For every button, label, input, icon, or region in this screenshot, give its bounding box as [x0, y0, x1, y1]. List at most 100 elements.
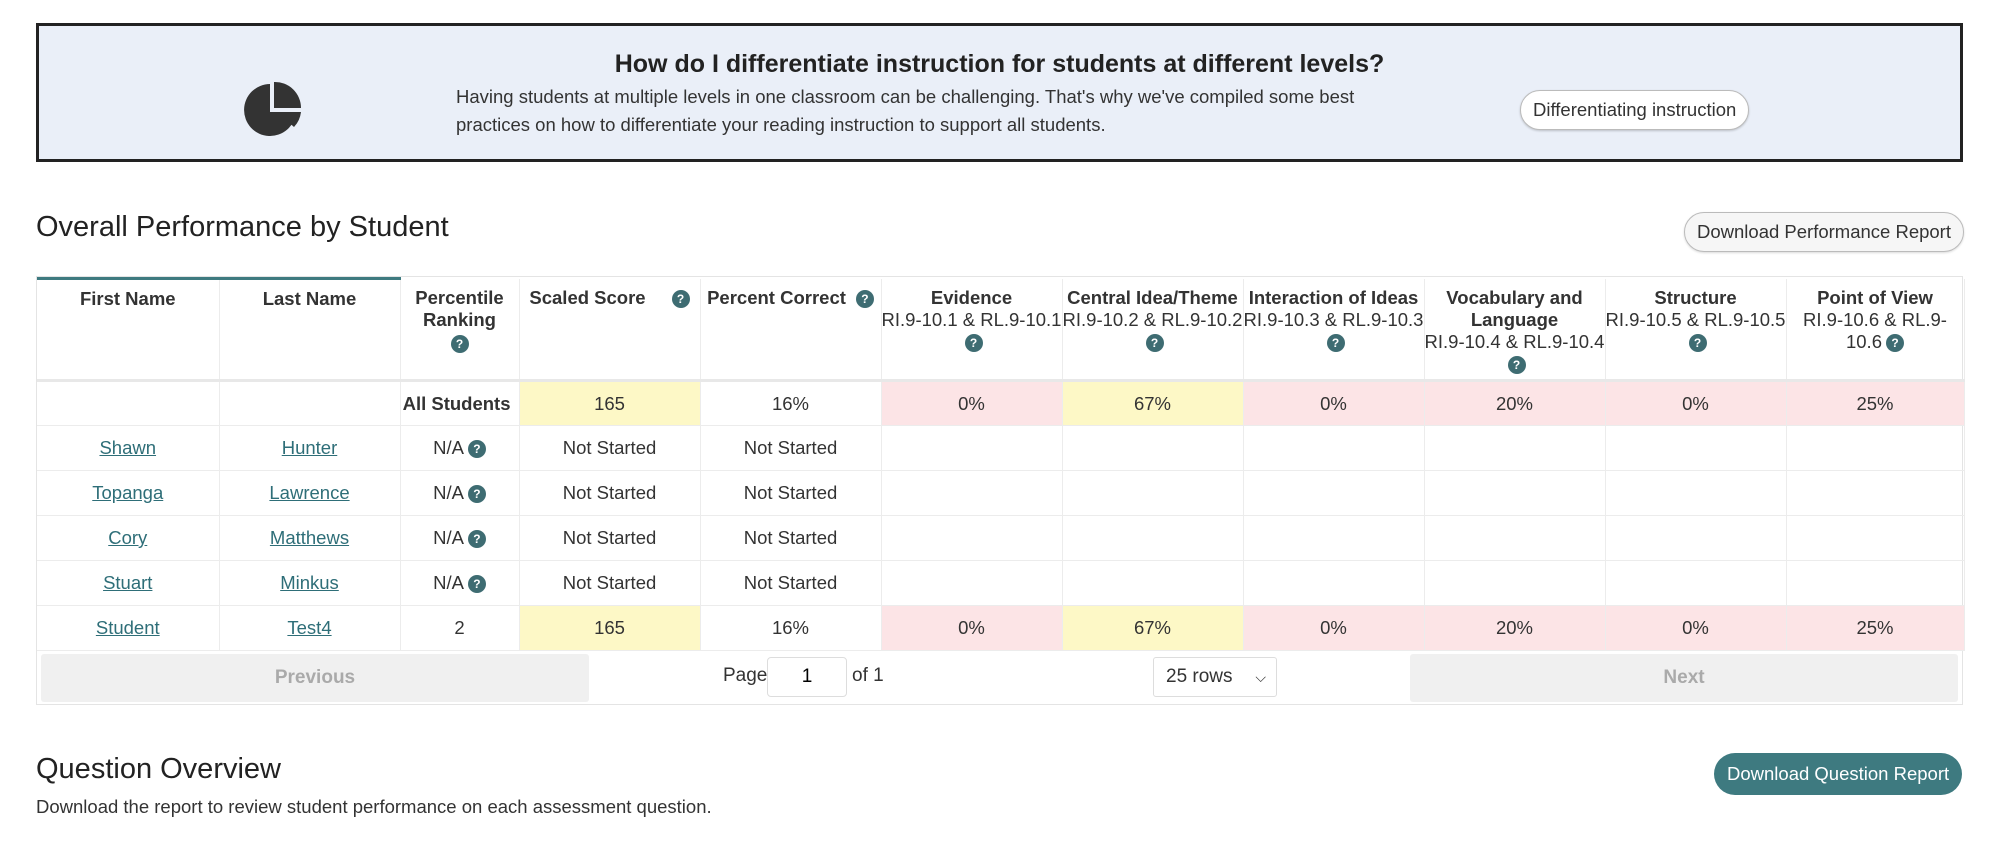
cell [1424, 470, 1606, 516]
page-number-input[interactable] [767, 657, 847, 697]
help-icon[interactable]: ? [467, 530, 486, 549]
table-row: Student Test4 2 165 16% 0% 67% 0% 20% 0%… [37, 605, 1965, 651]
column-header-percentile-ranking[interactable]: Percentile Ranking? [400, 278, 520, 382]
table-row: Cory Matthews N/A? Not Started Not Start… [37, 515, 1965, 561]
help-icon[interactable]: ? [1886, 333, 1904, 352]
cell [1243, 425, 1425, 471]
all-students-row: All Students 165 16% 0% 67% 0% 20% 0% 25… [37, 380, 1965, 426]
performance-table: First Name Last Name Percentile Ranking?… [36, 276, 1965, 705]
student-first-name-link[interactable]: Topanga [92, 482, 164, 503]
column-header-first-name[interactable]: First Name [37, 277, 220, 382]
cell: Not Started [519, 560, 701, 606]
student-first-name-link[interactable]: Cory [108, 527, 148, 548]
percentile-value: N/A [433, 482, 464, 503]
banner-text: Having students at multiple levels in on… [456, 86, 1355, 135]
pagination: Previous Page of 1 25 rows ⌵ Next [37, 651, 1962, 705]
student-first-name-link[interactable]: Student [95, 617, 160, 638]
help-icon[interactable]: ? [1688, 333, 1707, 352]
cell: 0% [1605, 380, 1787, 426]
column-header-central-idea[interactable]: Central Idea/Theme RI.9-10.2 & RL.9-10.2? [1062, 278, 1244, 382]
help-icon[interactable]: ? [467, 440, 486, 459]
help-icon[interactable]: ? [467, 485, 486, 504]
cell: 0% [1243, 380, 1425, 426]
cell [1786, 425, 1965, 471]
cell: 67% [1062, 605, 1244, 651]
student-last-name-link[interactable]: Minkus [280, 572, 339, 593]
column-header-scaled-score[interactable]: Scaled Score? [519, 278, 701, 382]
next-button[interactable]: Next [1410, 654, 1958, 702]
page-count-label: of 1 [852, 665, 884, 686]
help-icon[interactable]: ? [1507, 355, 1526, 374]
download-performance-report-button[interactable]: Download Performance Report [1684, 212, 1964, 252]
cell: 25% [1786, 605, 1965, 651]
pie-chart-icon [244, 81, 301, 136]
column-header-interaction-of-ideas[interactable]: Interaction of Ideas RI.9-10.3 & RL.9-10.… [1243, 278, 1425, 382]
question-overview-description: Download the report to review student pe… [36, 796, 712, 817]
differentiating-instruction-button[interactable]: Differentiating instruction [1520, 90, 1750, 130]
column-header-vocabulary[interactable]: Vocabulary and Language RI.9-10.4 & RL.9-… [1424, 278, 1606, 382]
previous-button[interactable]: Previous [41, 654, 589, 702]
help-icon[interactable]: ? [671, 289, 690, 308]
cell: 165 [519, 605, 701, 651]
chevron-down-icon: ⌵ [1255, 669, 1266, 685]
cell: 0% [1605, 605, 1787, 651]
cell: Not Started [700, 515, 882, 561]
help-icon[interactable]: ? [467, 575, 486, 594]
student-last-name-link[interactable]: Lawrence [269, 482, 350, 503]
cell [1062, 425, 1244, 471]
cell [1605, 470, 1787, 516]
banner-title: How do I differentiate instruction for s… [614, 50, 1385, 78]
cell [1605, 425, 1787, 471]
cell: 16% [700, 605, 882, 651]
cell: 20% [1424, 605, 1606, 651]
cell: 0% [1243, 605, 1425, 651]
all-students-label: All Students [400, 380, 520, 426]
cell: 67% [1062, 380, 1244, 426]
cell: 0% [881, 380, 1063, 426]
student-last-name-link[interactable]: Matthews [269, 527, 350, 548]
differentiation-banner: How do I differentiate instruction for s… [36, 23, 1963, 162]
cell [1062, 515, 1244, 561]
performance-title: Overall Performance by Student [36, 211, 449, 243]
cell [1062, 560, 1244, 606]
student-first-name-link[interactable]: Stuart [103, 572, 153, 593]
cell: 0% [881, 605, 1063, 651]
cell [1424, 425, 1606, 471]
column-header-last-name[interactable]: Last Name [219, 277, 401, 382]
cell [1786, 560, 1965, 606]
cell: 25% [1786, 380, 1965, 426]
table-row: Shawn Hunter N/A? Not Started Not Starte… [37, 425, 1965, 471]
cell [1786, 515, 1965, 561]
column-header-percent-correct[interactable]: Percent Correct? [700, 278, 882, 382]
cell: 20% [1424, 380, 1606, 426]
percentile-value: N/A [433, 572, 464, 593]
cell [1062, 470, 1244, 516]
cell [1243, 470, 1425, 516]
cell: Not Started [519, 425, 701, 471]
cell [881, 560, 1063, 606]
cell: Not Started [700, 560, 882, 606]
cell: 165 [519, 380, 701, 426]
cell [1424, 560, 1606, 606]
help-icon[interactable]: ? [964, 333, 983, 352]
column-header-point-of-view[interactable]: Point of View RI.9-10.6 & RL.9-10.6? [1786, 278, 1965, 382]
column-header-structure[interactable]: Structure RI.9-10.5 & RL.9-10.5? [1605, 278, 1787, 382]
student-last-name-link[interactable]: Test4 [287, 617, 332, 638]
percentile-value: 2 [400, 605, 520, 651]
download-question-report-button[interactable]: Download Question Report [1714, 753, 1963, 795]
help-icon[interactable]: ? [1326, 333, 1345, 352]
help-icon[interactable]: ? [855, 289, 874, 308]
cell [881, 470, 1063, 516]
column-header-evidence[interactable]: Evidence RI.9-10.1 & RL.9-10.1? [881, 278, 1063, 382]
percentile-value: N/A [433, 437, 464, 458]
help-icon[interactable]: ? [1145, 333, 1164, 352]
cell [881, 515, 1063, 561]
percentile-value: N/A [433, 527, 464, 548]
help-icon[interactable]: ? [450, 334, 469, 353]
rows-per-page-select[interactable]: 25 rows ⌵ [1153, 657, 1277, 697]
cell: Not Started [700, 425, 882, 471]
table-row: Topanga Lawrence N/A? Not Started Not St… [37, 470, 1965, 516]
student-first-name-link[interactable]: Shawn [99, 437, 157, 458]
cell [1605, 515, 1787, 561]
student-last-name-link[interactable]: Hunter [281, 437, 338, 458]
